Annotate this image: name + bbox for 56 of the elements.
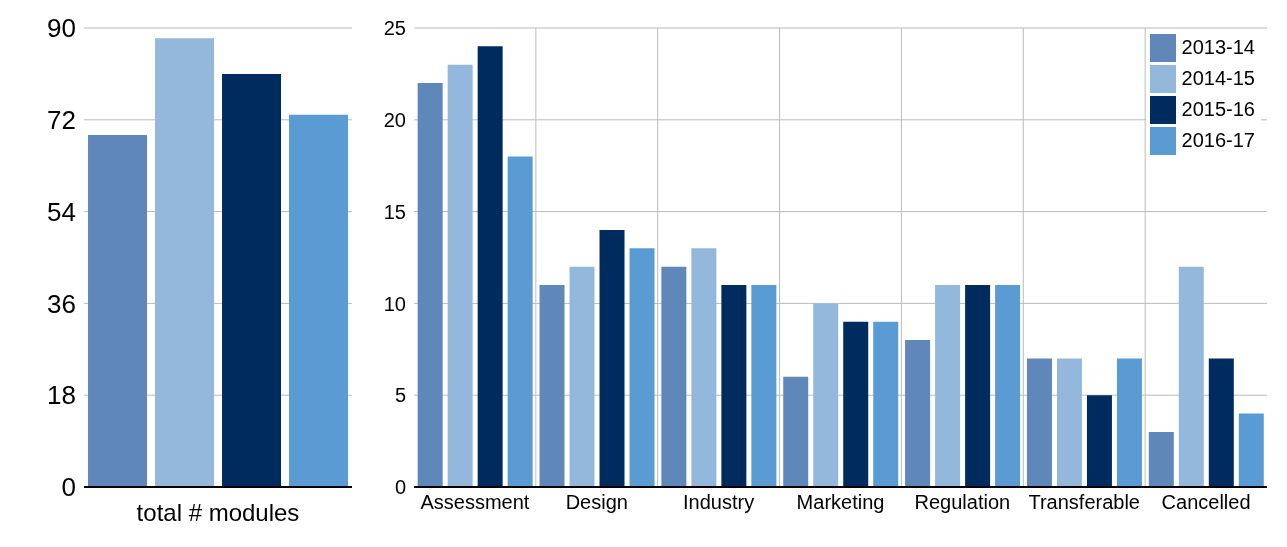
y-tick-label: 25 (383, 17, 406, 40)
bar (599, 229, 625, 487)
bar (155, 38, 215, 487)
bar (507, 156, 533, 487)
bar (813, 303, 839, 487)
bar (995, 285, 1021, 487)
bar (661, 266, 687, 487)
bar (1086, 395, 1112, 487)
bar (843, 321, 869, 487)
bar (751, 285, 777, 487)
x-tick-label: Assessment (420, 491, 530, 514)
y-tick-label: 72 (47, 105, 76, 136)
y-tick-label: 36 (47, 288, 76, 319)
bar (539, 285, 565, 487)
bar (1148, 431, 1174, 487)
bar (935, 285, 961, 487)
x-tick-label: Design (565, 491, 628, 514)
bar (905, 340, 931, 487)
legend-label: 2014-15 (1180, 66, 1255, 91)
y-tick-label: 20 (383, 108, 406, 131)
bar (569, 266, 595, 487)
bar (1026, 358, 1052, 487)
y-tick-label: 5 (394, 384, 406, 407)
bar (1116, 358, 1142, 487)
bar (477, 46, 503, 487)
bar (289, 114, 349, 487)
bar (1178, 266, 1204, 487)
bar (1208, 358, 1234, 487)
y-tick-label: 15 (383, 200, 406, 223)
bar (1056, 358, 1082, 487)
legend-label: 2016-17 (1180, 128, 1255, 153)
bar (691, 248, 717, 487)
y-tick-label: 90 (47, 13, 76, 44)
legend-label: 2013-14 (1180, 35, 1255, 60)
bar (873, 321, 899, 487)
bar (783, 376, 809, 487)
y-tick-label: 0 (61, 472, 76, 503)
y-tick-label: 18 (47, 380, 76, 411)
y-tick-label: 54 (47, 196, 76, 227)
x-tick-label: Cancelled (1161, 491, 1251, 514)
y-tick-label: 10 (383, 292, 406, 315)
x-axis-title: total # modules (136, 499, 300, 526)
x-tick-label: Industry (683, 491, 755, 514)
bar (222, 73, 282, 487)
x-tick-label: Transferable (1028, 491, 1140, 514)
bar (721, 285, 747, 487)
legend-label: 2015-16 (1180, 97, 1255, 122)
y-tick-label: 0 (394, 476, 406, 499)
x-tick-label: Regulation (914, 491, 1011, 514)
bar (1238, 413, 1264, 487)
bar (88, 135, 148, 487)
bar (965, 285, 991, 487)
bar (629, 248, 655, 487)
bar (447, 64, 473, 487)
bar (417, 83, 443, 487)
x-tick-label: Marketing (796, 491, 885, 514)
